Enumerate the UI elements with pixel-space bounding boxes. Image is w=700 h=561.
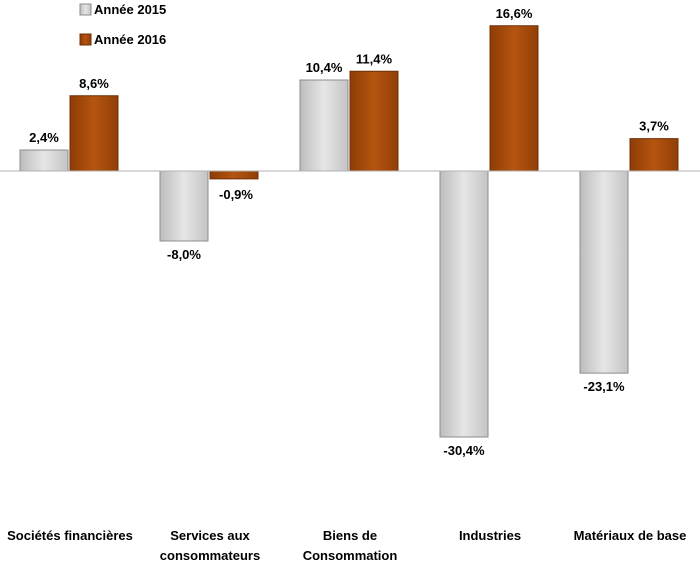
bar-2015-materiaux-de-base xyxy=(579,170,629,374)
value-label-2016-materiaux-de-base: 3,7% xyxy=(639,119,669,134)
category-labels-layer: Sociétés financières Services aux consomma… xyxy=(7,528,686,561)
bar-2016-biens-de-consommation xyxy=(349,70,399,172)
bar-2016-services-aux-consommateurs xyxy=(209,170,259,180)
category-label-biens-de-consommation: Biens de Consommation xyxy=(303,528,398,561)
bar-2015-biens-de-consommation xyxy=(299,79,349,172)
bars-layer xyxy=(19,25,679,438)
value-label-2015-services-aux-consommateurs: -8,0% xyxy=(167,247,201,262)
value-label-2015-biens-de-consommation: 10,4% xyxy=(306,60,343,75)
value-label-2015-societes-financieres: 2,4% xyxy=(29,130,59,145)
value-label-2016-industries: 16,6% xyxy=(496,6,533,21)
category-label-industries: Industries xyxy=(459,528,521,543)
category-label-societes-financieres: Sociétés financières xyxy=(7,528,133,543)
bar-2015-services-aux-consommateurs xyxy=(159,170,209,242)
value-label-2015-materiaux-de-base: -23,1% xyxy=(583,379,625,394)
legend-swatch-2015 xyxy=(79,3,92,16)
legend-label-2015: Année 2015 xyxy=(94,2,166,17)
value-label-2016-societes-financieres: 8,6% xyxy=(79,76,109,91)
legend: Année 2015 Année 2016 xyxy=(79,2,166,47)
value-label-2016-services-aux-consommateurs: -0,9% xyxy=(219,187,253,202)
legend-swatch-2016 xyxy=(79,33,92,46)
bar-2016-societes-financieres xyxy=(69,95,119,172)
value-label-2016-biens-de-consommation: 11,4% xyxy=(356,51,393,66)
bar-2016-materiaux-de-base xyxy=(629,138,679,172)
bar-2015-industries xyxy=(439,170,489,438)
bar-2015-societes-financieres xyxy=(19,149,69,172)
legend-label-2016: Année 2016 xyxy=(94,32,166,47)
category-label-materiaux-de-base: Matériaux de base xyxy=(574,528,687,543)
value-labels-layer: 2,4% 8,6% -8,0% -0,9% 10,4% 11,4% -30,4% 16,6% -… xyxy=(29,6,669,458)
category-label-services-aux-consommateurs: Services aux consommateurs xyxy=(160,528,260,561)
value-label-2015-industries: -30,4% xyxy=(443,443,485,458)
bar-2016-industries xyxy=(489,25,539,172)
